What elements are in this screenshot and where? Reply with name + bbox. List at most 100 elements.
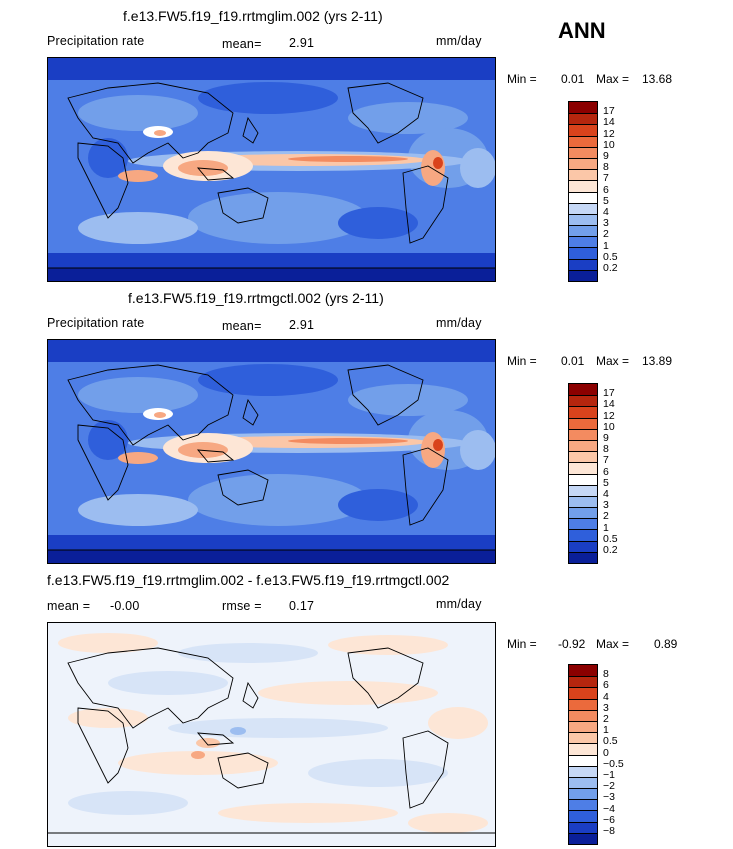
colorbar-swatch: [569, 451, 597, 463]
colorbar-swatch: [569, 213, 597, 226]
colorbar-level-label: −2: [603, 780, 615, 793]
colorbar-level-label: 17: [603, 105, 615, 118]
colorbar-swatch: [569, 529, 597, 541]
colorbar-swatch: [569, 180, 597, 192]
colorbar-level-label: 8: [603, 668, 609, 681]
colorbar-swatch: [569, 484, 597, 496]
colorbar-level-label: 2: [603, 713, 609, 725]
colorbar-swatch: [569, 269, 597, 281]
colorbar-swatch: [569, 113, 597, 125]
colorbar-level-label: −1: [603, 769, 615, 781]
colorbar-level-label: 8: [603, 161, 609, 174]
colorbar-swatch: [569, 146, 597, 158]
colorbar-swatch: [569, 417, 597, 429]
colorbar-swatch: [569, 462, 597, 474]
panel-2-max-label: Max =: [596, 354, 630, 368]
colorbar-swatch: [569, 676, 597, 688]
colorbar-swatch: [569, 665, 597, 677]
colorbar-level-label: 12: [603, 409, 615, 422]
colorbar-swatch: [569, 832, 597, 844]
panel-2-variable-label: Precipitation rate: [47, 316, 145, 330]
colorbar-level-label: −8: [603, 825, 615, 837]
panel-2-min-label: Min =: [507, 354, 537, 368]
panel-3-title: f.e13.FW5.f19_f19.rrtmglim.002 - f.e13.F…: [47, 572, 450, 588]
season-label: ANN: [558, 18, 606, 43]
colorbar-level-label: 0.2: [603, 262, 618, 274]
colorbar-swatch: [569, 384, 597, 396]
panel-3-min-label: Min =: [507, 637, 537, 651]
colorbar-swatch: [569, 709, 597, 721]
panel-1-variable-label: Precipitation rate: [47, 34, 145, 48]
panel-1-precip-field: [48, 58, 495, 281]
colorbar-swatch: [569, 732, 597, 744]
colorbar-swatch: [569, 258, 597, 270]
panel-2-min-value: 0.01: [561, 354, 585, 368]
panel-3-rmse-label: rmse =: [222, 599, 262, 613]
panel-2-mean-value: 2.91: [289, 318, 315, 332]
colorbar-level-label: 7: [603, 172, 609, 185]
colorbar-level-label: 5: [603, 194, 609, 207]
colorbar-swatch: [569, 720, 597, 733]
colorbar-level-label: 4: [603, 206, 609, 218]
panel-2-max-value: 13.89: [642, 354, 673, 368]
panel-1-min-label: Min =: [507, 72, 537, 86]
colorbar-level-label: 2: [603, 228, 609, 241]
colorbar-swatch: [569, 743, 597, 755]
panel-1-mean-label: mean=: [222, 37, 262, 51]
colorbar-swatch: [569, 236, 597, 248]
colorbar-swatch: [569, 395, 597, 407]
colorbar-level-label: 6: [603, 465, 609, 478]
colorbar-level-label: 3: [603, 217, 609, 230]
panel-3-max-label: Max =: [596, 637, 630, 651]
colorbar-swatch: [569, 776, 597, 789]
panel-3-rmse-value: 0.17: [289, 599, 315, 613]
colorbar-level-label: 1: [603, 724, 609, 737]
colorbar-swatch: [569, 788, 597, 800]
colorbar-swatch: [569, 439, 597, 452]
colorbar-level-label: 12: [603, 127, 615, 140]
colorbar-level-label: 0: [603, 746, 609, 759]
panel-3-map: [47, 622, 496, 847]
colorbar-level-label: 0.5: [603, 532, 618, 545]
panel-1-title: f.e13.FW5.f19_f19.rrtmglim.002 (yrs 2-11…: [123, 8, 383, 24]
colorbar-level-label: 1: [603, 239, 609, 252]
panel-3-units: mm/day: [436, 597, 482, 611]
colorbar-level-label: 3: [603, 499, 609, 512]
colorbar-level-label: 6: [603, 679, 609, 692]
colorbar-level-label: 2: [603, 510, 609, 523]
colorbar-swatch: [569, 247, 597, 259]
colorbar-swatch: [569, 518, 597, 530]
colorbar-level-label: 6: [603, 183, 609, 196]
colorbar-swatch: [569, 102, 597, 114]
colorbar-level-label: 9: [603, 150, 609, 162]
panel-1-mean-value: 2.91: [289, 36, 315, 50]
colorbar-level-label: 0.5: [603, 250, 618, 263]
colorbar-swatch: [569, 169, 597, 181]
colorbar-swatch: [569, 754, 597, 766]
colorbar-swatch: [569, 765, 597, 777]
panel-1-max-value: 13.68: [642, 72, 673, 86]
colorbar-level-label: 7: [603, 454, 609, 467]
colorbar-swatch: [569, 551, 597, 563]
colorbar-level-label: 3: [603, 701, 609, 714]
panel-1-map: [47, 57, 496, 282]
colorbar-level-label: 1: [603, 521, 609, 534]
colorbar-swatch: [569, 157, 597, 170]
colorbar-swatch: [569, 124, 597, 136]
panel-1-max-label: Max =: [596, 72, 630, 86]
colorbar-level-label: 14: [603, 398, 615, 411]
panel-3-min-value: -0.92: [558, 637, 586, 651]
colorbar-swatch: [569, 225, 597, 237]
panel-2-mean-label: mean=: [222, 319, 262, 333]
panel-1-units: mm/day: [436, 34, 482, 48]
panel-3-mean-label: mean =: [47, 599, 91, 613]
colorbar-level-label: 4: [603, 488, 609, 500]
panel-1-min-value: 0.01: [561, 72, 585, 86]
colorbar-level-label: 10: [603, 420, 615, 433]
colorbar-swatch-stack: [568, 383, 598, 565]
colorbar-swatch: [569, 135, 597, 147]
colorbar-swatch: [569, 406, 597, 418]
colorbar-level-label: 5: [603, 476, 609, 489]
panel-2-title: f.e13.FW5.f19_f19.rrtmgctl.002 (yrs 2-11…: [128, 290, 384, 306]
panel-3-difference-field: [48, 623, 495, 846]
